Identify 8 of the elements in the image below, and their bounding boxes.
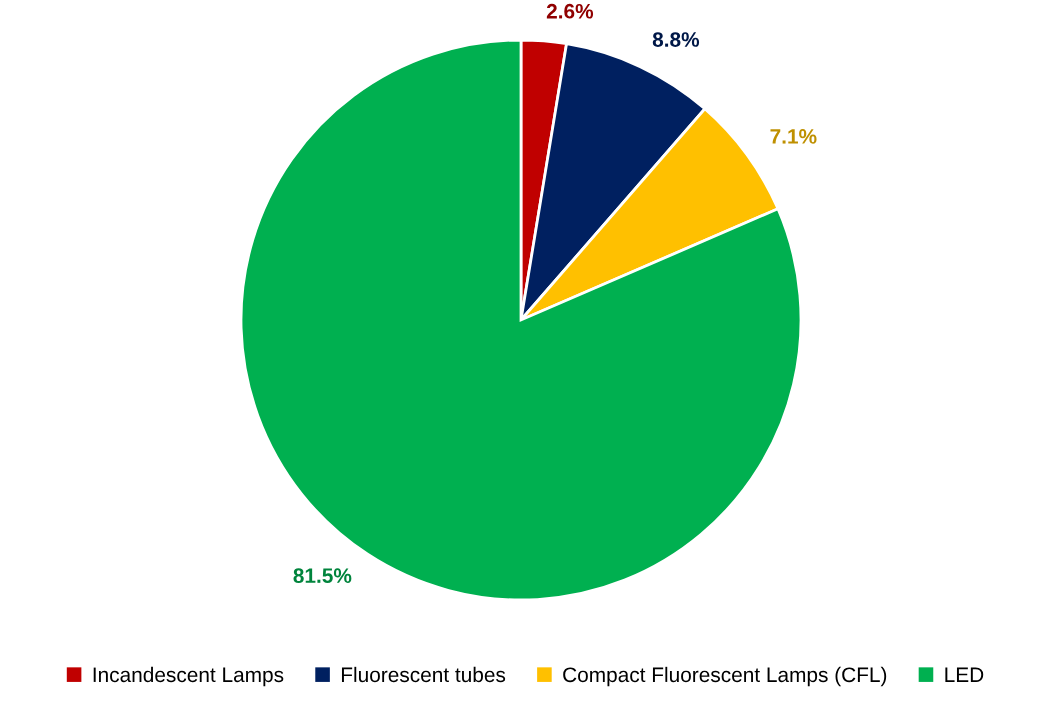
legend-label: LED <box>945 667 984 682</box>
data-label: 7.1% <box>770 129 817 144</box>
legend-label: Incandescent Lamps <box>93 666 284 687</box>
legend-label: Fluorescent tubes <box>341 666 506 683</box>
data-label: 2.6% <box>546 3 594 19</box>
data-label: 8.8% <box>652 32 700 47</box>
legend-label: Compact Fluorescent Lamps (CFL) <box>563 666 887 687</box>
data-label: 81.5% <box>293 568 352 584</box>
